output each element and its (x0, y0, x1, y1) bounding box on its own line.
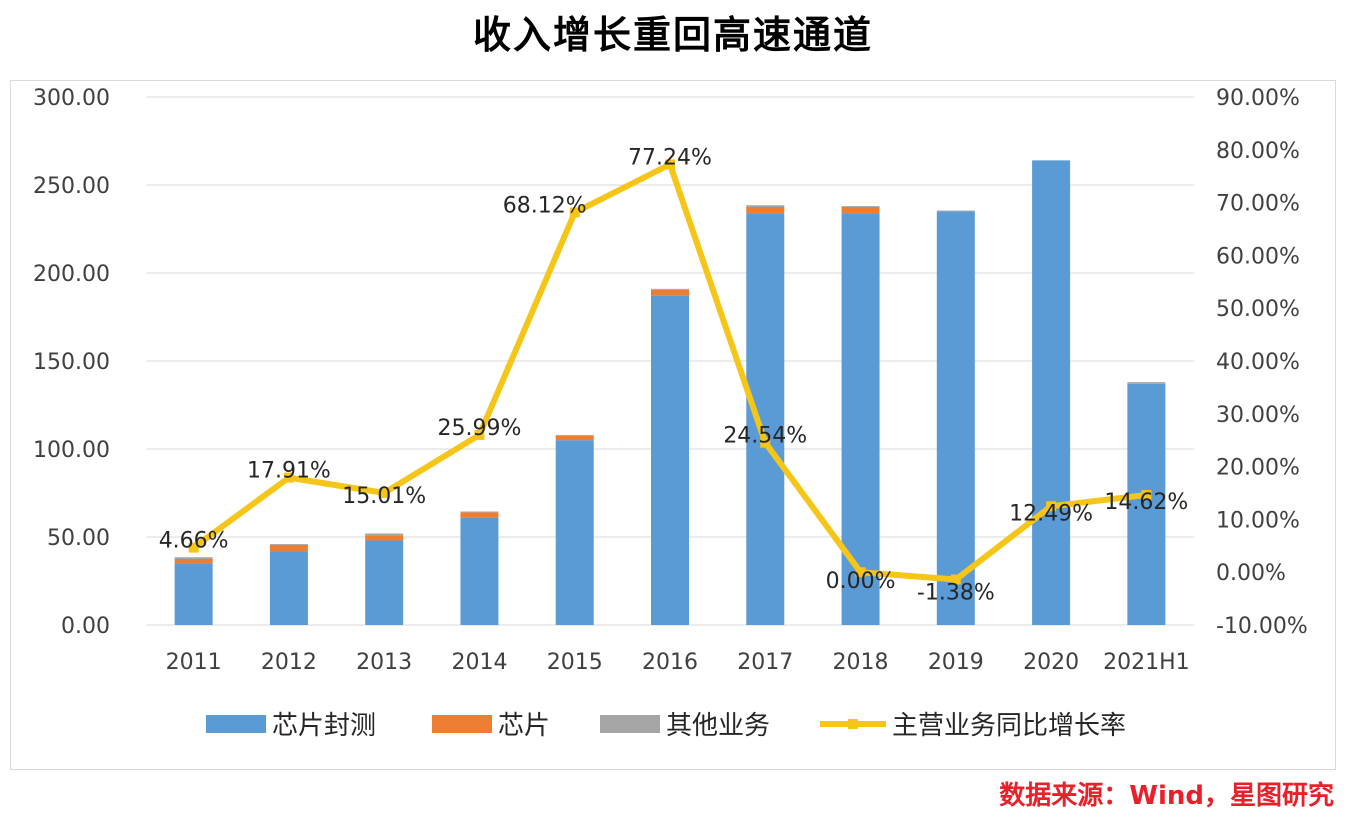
bar-chip (365, 535, 404, 541)
growth-point (855, 567, 866, 578)
legend: 芯片封测 芯片 其他业务 主营业务同比增长率 (206, 711, 1126, 741)
growth-point (1046, 501, 1057, 512)
bar-chip (746, 207, 785, 214)
bar-other (460, 511, 499, 513)
bar-packaging (651, 295, 689, 625)
legend-label: 芯片封测 (272, 711, 376, 741)
x-tick-label: 2020 (1023, 650, 1079, 675)
y-tick-label: 100.00 (33, 438, 110, 463)
y-tick-label: 250.00 (33, 174, 110, 199)
bar-other (269, 544, 308, 545)
legend-label: 其他业务 (666, 711, 770, 741)
bar-chip (174, 559, 213, 564)
y2-tick-label: 70.00% (1216, 192, 1300, 217)
growth-point (950, 574, 961, 585)
growth-point (1141, 490, 1152, 501)
bar-other (174, 557, 213, 559)
legend-swatch (600, 715, 660, 733)
y-tick-label: 50.00 (47, 526, 110, 551)
y-tick-label: 150.00 (33, 350, 110, 375)
bar-series (174, 160, 1166, 626)
growth-point (474, 429, 485, 440)
growth-data-label: 14.62% (1104, 490, 1188, 515)
y2-tick-label: 20.00% (1216, 456, 1300, 481)
x-tick-label: 2011 (166, 650, 222, 675)
legend-label: 主营业务同比增长率 (892, 711, 1126, 741)
chart-frame (10, 80, 1336, 770)
bar-other (1127, 382, 1166, 384)
x-tick-label: 2012 (261, 650, 317, 675)
growth-point (569, 207, 580, 218)
y2-tick-label: 0.00% (1216, 561, 1286, 586)
bar-other (936, 210, 975, 212)
y2-tick-label: 80.00% (1216, 139, 1300, 164)
y2-tick-label: 30.00% (1216, 403, 1300, 428)
bar-other (746, 205, 785, 207)
growth-point (283, 472, 294, 483)
x-tick-label: 2017 (737, 650, 793, 675)
legend-marker (848, 719, 858, 729)
bar-packaging (746, 213, 785, 625)
x-tick-label: 2018 (833, 650, 889, 675)
y2-tick-label: 40.00% (1216, 350, 1300, 375)
bar-other (555, 434, 594, 436)
growth-point (760, 437, 771, 448)
x-axis: 2011 2012 2013 2014 2015 2016 2017 2018 2019 2020… (166, 650, 1190, 675)
y-tick-label: 300.00 (33, 86, 110, 111)
y2-tick-label: 60.00% (1216, 244, 1300, 269)
bar-packaging (1032, 160, 1071, 626)
growth-data-label: -1.38% (917, 580, 995, 605)
bar-chip (460, 512, 499, 518)
bar-other (841, 206, 880, 207)
bar-other (651, 288, 689, 290)
growth-data-label: 17.91% (247, 459, 331, 484)
grid-lines (146, 96, 1194, 626)
bar-packaging (841, 213, 880, 625)
bar-packaging (174, 563, 213, 625)
y2-tick-label: -10.00% (1216, 614, 1308, 639)
bar-packaging (269, 551, 308, 625)
growth-data-label: 15.01% (342, 484, 426, 509)
growth-point (188, 542, 199, 553)
x-tick-label: 2014 (451, 650, 507, 675)
growth-data-label: 12.49% (1009, 501, 1093, 526)
legend-swatch (432, 715, 492, 733)
growth-data-label: 4.66% (159, 529, 229, 554)
x-tick-label: 2013 (356, 650, 412, 675)
bar-packaging (365, 540, 404, 625)
bar-chip (841, 207, 880, 214)
y2-tick-label: 50.00% (1216, 297, 1300, 322)
growth-point (665, 159, 675, 170)
bar-chip (269, 544, 308, 552)
x-tick-label: 2021H1 (1103, 650, 1190, 675)
bar-packaging (1127, 383, 1166, 625)
growth-data-label: 25.99% (438, 416, 522, 441)
legend-swatch (206, 715, 266, 733)
x-tick-label: 2015 (547, 650, 603, 675)
bar-chip (651, 289, 689, 296)
y2-tick-label: 10.00% (1216, 508, 1300, 533)
growth-point (379, 487, 390, 498)
bar-packaging (555, 440, 594, 625)
bar-other (365, 533, 404, 536)
y2-tick-label: 90.00% (1216, 86, 1300, 111)
growth-data-label: 77.24% (628, 145, 712, 170)
growth-data-label: 0.00% (826, 569, 896, 594)
source-note: 数据来源：Wind，星图研究 (999, 781, 1334, 811)
growth-data-label: 24.54% (723, 424, 807, 449)
y-axis-left: 0.00 50.00 100.00 150.00 200.00 250.00 300.00 (33, 86, 110, 639)
y-tick-label: 0.00 (61, 614, 110, 639)
chart-title: 收入增长重回高速通道 (472, 13, 873, 57)
growth-data-label: 68.12% (503, 194, 587, 219)
y-tick-label: 200.00 (33, 262, 110, 287)
bar-packaging (936, 211, 975, 625)
growth-line: 4.66% 17.91% 15.01% 25.99% 68.12% 77.24% 24.54… (159, 145, 1189, 605)
bar-chip (555, 435, 594, 441)
legend-label: 芯片 (498, 711, 550, 741)
x-tick-label: 2016 (642, 650, 698, 675)
y-axis-right: -10.00% 0.00% 10.00% 20.00% 30.00% 40.00% 50.0… (1216, 86, 1308, 639)
bar-packaging (460, 517, 499, 625)
x-tick-label: 2019 (928, 650, 984, 675)
